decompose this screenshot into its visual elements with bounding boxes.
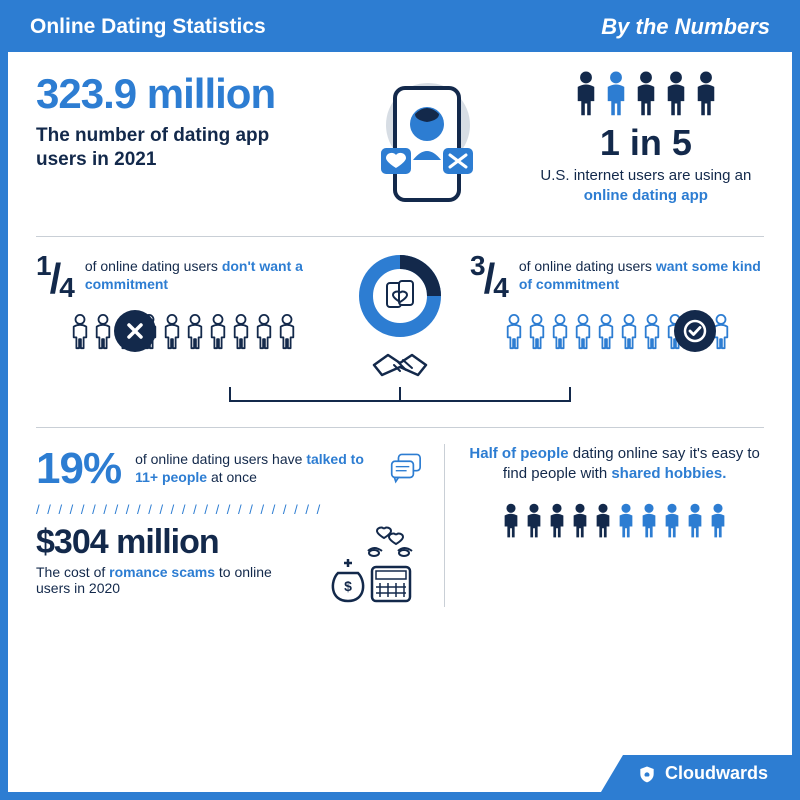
person-icon: [550, 314, 570, 350]
person-icon: [616, 501, 636, 541]
person-icon: [639, 501, 659, 541]
header-subtitle: By the Numbers: [601, 14, 770, 40]
person-icon: [162, 314, 182, 350]
content: 323.9 million The number of dating app u…: [8, 52, 792, 607]
person-icon: [570, 501, 590, 541]
person-icon: [619, 314, 639, 350]
stat-talked-text: of online dating users have talked to 11…: [135, 444, 375, 486]
person-icon: [633, 70, 659, 118]
person-icon: [593, 501, 613, 541]
commitment-mid-graphic: [340, 253, 460, 385]
slash-divider: / / / / / / / / / / / / / / / / / / / / …: [36, 502, 424, 517]
person-icon: [662, 501, 682, 541]
bottom-left: 19% of online dating users have talked t…: [36, 444, 424, 607]
infographic: Online Dating Statistics By the Numbers …: [0, 0, 800, 800]
person-icon: [185, 314, 205, 350]
scam-icon: $: [324, 523, 424, 607]
person-icon: [254, 314, 274, 350]
row-bottom: 19% of online dating users have talked t…: [36, 444, 764, 607]
chat-icon: [389, 444, 424, 492]
person-icon: [596, 314, 616, 350]
person-icon: [70, 314, 90, 350]
person-icon: [93, 314, 113, 350]
person-icon: [527, 314, 547, 350]
svg-text:$: $: [344, 578, 352, 594]
header-bar: Online Dating Statistics By the Numbers: [8, 8, 792, 52]
person-icon: [573, 70, 599, 118]
phone-illustration: [328, 70, 508, 220]
person-icon: [277, 314, 297, 350]
person-icon: [231, 314, 251, 350]
people-row-yes: [470, 310, 764, 354]
person-icon: [603, 70, 629, 118]
phone-icon: [343, 70, 493, 220]
person-icon: [663, 70, 689, 118]
footer-brand-text: Cloudwards: [665, 763, 768, 784]
stat-users-value: 323.9 million: [36, 70, 308, 118]
person-icon: [573, 314, 593, 350]
donut-icon: [357, 253, 443, 339]
person-icon: [685, 501, 705, 541]
stat-1in5: 1 in 5 U.S. internet users are using an …: [528, 70, 764, 220]
handshake-icon: [368, 345, 432, 385]
people-row-half: [465, 501, 764, 541]
stat-scams-value: $304 million: [36, 523, 308, 562]
stat-users: 323.9 million The number of dating app u…: [36, 70, 308, 220]
people-row-1in5: [528, 70, 764, 118]
check-badge: [674, 310, 716, 352]
cloud-shield-icon: [637, 764, 657, 784]
stat-users-desc: The number of dating app users in 2021: [36, 124, 308, 172]
person-icon: [504, 314, 524, 350]
stat-scams-text: The cost of romance scams to online user…: [36, 564, 308, 596]
fraction-yes: 3/4: [470, 253, 507, 300]
fraction-no: 1/4: [36, 253, 73, 300]
bottom-right: Half of people dating online say it's ea…: [444, 444, 764, 607]
stat-half-text: Half of people dating online say it's ea…: [465, 444, 764, 485]
stat-1in5-desc: U.S. internet users are using an online …: [528, 166, 764, 205]
row-top: 323.9 million The number of dating app u…: [36, 70, 764, 220]
stat-talked-value: 19%: [36, 444, 121, 494]
person-icon: [708, 501, 728, 541]
commitment-no: 1/4 of online dating users don't want a …: [36, 253, 330, 354]
connector-lines: [36, 387, 764, 411]
stat-1in5-value: 1 in 5: [528, 122, 764, 164]
footer-brand: Cloudwards: [601, 755, 792, 792]
person-icon: [642, 314, 662, 350]
people-row-no: [36, 310, 330, 354]
stat-talked: 19% of online dating users have talked t…: [36, 444, 424, 494]
commitment-yes: 3/4 of online dating users want some kin…: [470, 253, 764, 354]
person-icon: [693, 70, 719, 118]
person-icon: [524, 501, 544, 541]
person-icon: [547, 501, 567, 541]
header-title: Online Dating Statistics: [30, 15, 266, 39]
separator: [36, 427, 764, 428]
person-icon: [208, 314, 228, 350]
commitment-no-text: of online dating users don't want a comm…: [85, 253, 330, 293]
separator: [36, 236, 764, 237]
x-badge: [114, 310, 156, 352]
commitment-yes-text: of online dating users want some kind of…: [519, 253, 764, 293]
row-commitment: 1/4 of online dating users don't want a …: [36, 253, 764, 385]
person-icon: [501, 501, 521, 541]
